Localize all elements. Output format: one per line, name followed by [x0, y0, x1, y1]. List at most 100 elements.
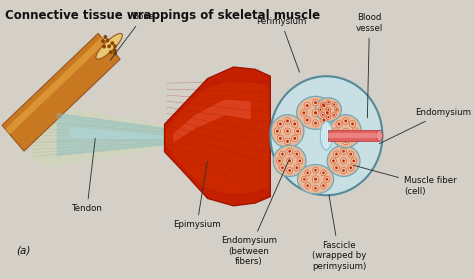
- Circle shape: [342, 169, 345, 172]
- Circle shape: [312, 176, 319, 183]
- Circle shape: [352, 128, 358, 134]
- Circle shape: [324, 110, 330, 116]
- Circle shape: [326, 111, 328, 114]
- Circle shape: [281, 153, 284, 155]
- Circle shape: [270, 76, 383, 195]
- Circle shape: [321, 117, 327, 123]
- Ellipse shape: [297, 165, 334, 194]
- Circle shape: [332, 102, 337, 107]
- Circle shape: [286, 140, 289, 143]
- Circle shape: [334, 165, 339, 171]
- Circle shape: [326, 100, 331, 105]
- Circle shape: [333, 114, 335, 116]
- Circle shape: [342, 150, 345, 153]
- Circle shape: [335, 130, 337, 133]
- Circle shape: [321, 102, 327, 109]
- Circle shape: [341, 167, 346, 174]
- Circle shape: [277, 121, 283, 127]
- Circle shape: [313, 167, 319, 173]
- Polygon shape: [328, 130, 379, 141]
- Polygon shape: [5, 37, 106, 134]
- Circle shape: [306, 119, 309, 122]
- Circle shape: [351, 158, 356, 164]
- Circle shape: [114, 49, 116, 51]
- Circle shape: [345, 130, 347, 133]
- Circle shape: [305, 170, 310, 176]
- Circle shape: [328, 109, 329, 111]
- Circle shape: [348, 151, 354, 157]
- Polygon shape: [328, 133, 379, 138]
- Circle shape: [324, 176, 329, 182]
- Circle shape: [319, 109, 321, 111]
- Circle shape: [279, 122, 282, 126]
- Circle shape: [343, 118, 349, 124]
- Circle shape: [318, 107, 323, 112]
- Circle shape: [295, 153, 298, 155]
- Circle shape: [349, 135, 356, 142]
- Circle shape: [335, 166, 337, 169]
- Circle shape: [322, 104, 325, 107]
- Circle shape: [349, 153, 352, 155]
- Circle shape: [314, 111, 317, 114]
- Circle shape: [286, 130, 289, 133]
- Circle shape: [109, 51, 112, 54]
- Circle shape: [341, 148, 346, 154]
- Circle shape: [322, 103, 324, 105]
- Circle shape: [280, 151, 285, 157]
- Circle shape: [321, 170, 326, 176]
- Circle shape: [306, 172, 309, 174]
- Circle shape: [304, 117, 310, 123]
- Circle shape: [313, 185, 319, 191]
- Circle shape: [292, 135, 298, 142]
- Circle shape: [337, 137, 340, 140]
- Circle shape: [343, 138, 349, 145]
- Circle shape: [322, 114, 324, 116]
- Circle shape: [354, 130, 357, 133]
- Circle shape: [344, 140, 347, 143]
- Circle shape: [114, 52, 117, 55]
- Circle shape: [330, 158, 337, 164]
- Text: Perimysium: Perimysium: [256, 17, 306, 72]
- Polygon shape: [31, 104, 167, 168]
- Circle shape: [333, 103, 335, 105]
- Circle shape: [314, 187, 317, 190]
- Circle shape: [348, 165, 354, 171]
- Circle shape: [288, 150, 291, 153]
- Circle shape: [297, 158, 303, 164]
- Circle shape: [306, 104, 309, 107]
- Text: Endomysium: Endomysium: [379, 108, 471, 144]
- Circle shape: [326, 178, 328, 181]
- Circle shape: [312, 99, 319, 106]
- Circle shape: [293, 137, 296, 140]
- Circle shape: [351, 122, 354, 126]
- Circle shape: [281, 166, 284, 169]
- Circle shape: [322, 184, 325, 187]
- Circle shape: [278, 160, 281, 162]
- Circle shape: [106, 39, 109, 42]
- Ellipse shape: [297, 96, 335, 129]
- Ellipse shape: [330, 115, 361, 148]
- Ellipse shape: [273, 145, 306, 177]
- Circle shape: [336, 135, 342, 142]
- Circle shape: [333, 128, 339, 134]
- Circle shape: [328, 101, 329, 103]
- Circle shape: [294, 151, 300, 157]
- Text: Bone: Bone: [110, 12, 154, 60]
- Circle shape: [111, 42, 114, 45]
- Polygon shape: [2, 33, 120, 151]
- Circle shape: [287, 158, 292, 164]
- Circle shape: [280, 165, 285, 171]
- Circle shape: [293, 122, 296, 126]
- Circle shape: [344, 119, 347, 122]
- Circle shape: [314, 101, 317, 104]
- Circle shape: [103, 45, 105, 48]
- Text: (a): (a): [16, 245, 30, 255]
- Circle shape: [337, 122, 340, 126]
- Circle shape: [336, 121, 342, 127]
- Circle shape: [353, 160, 355, 162]
- Circle shape: [322, 172, 325, 174]
- Circle shape: [284, 138, 291, 145]
- Circle shape: [312, 109, 319, 116]
- Circle shape: [302, 111, 305, 114]
- Polygon shape: [164, 67, 270, 206]
